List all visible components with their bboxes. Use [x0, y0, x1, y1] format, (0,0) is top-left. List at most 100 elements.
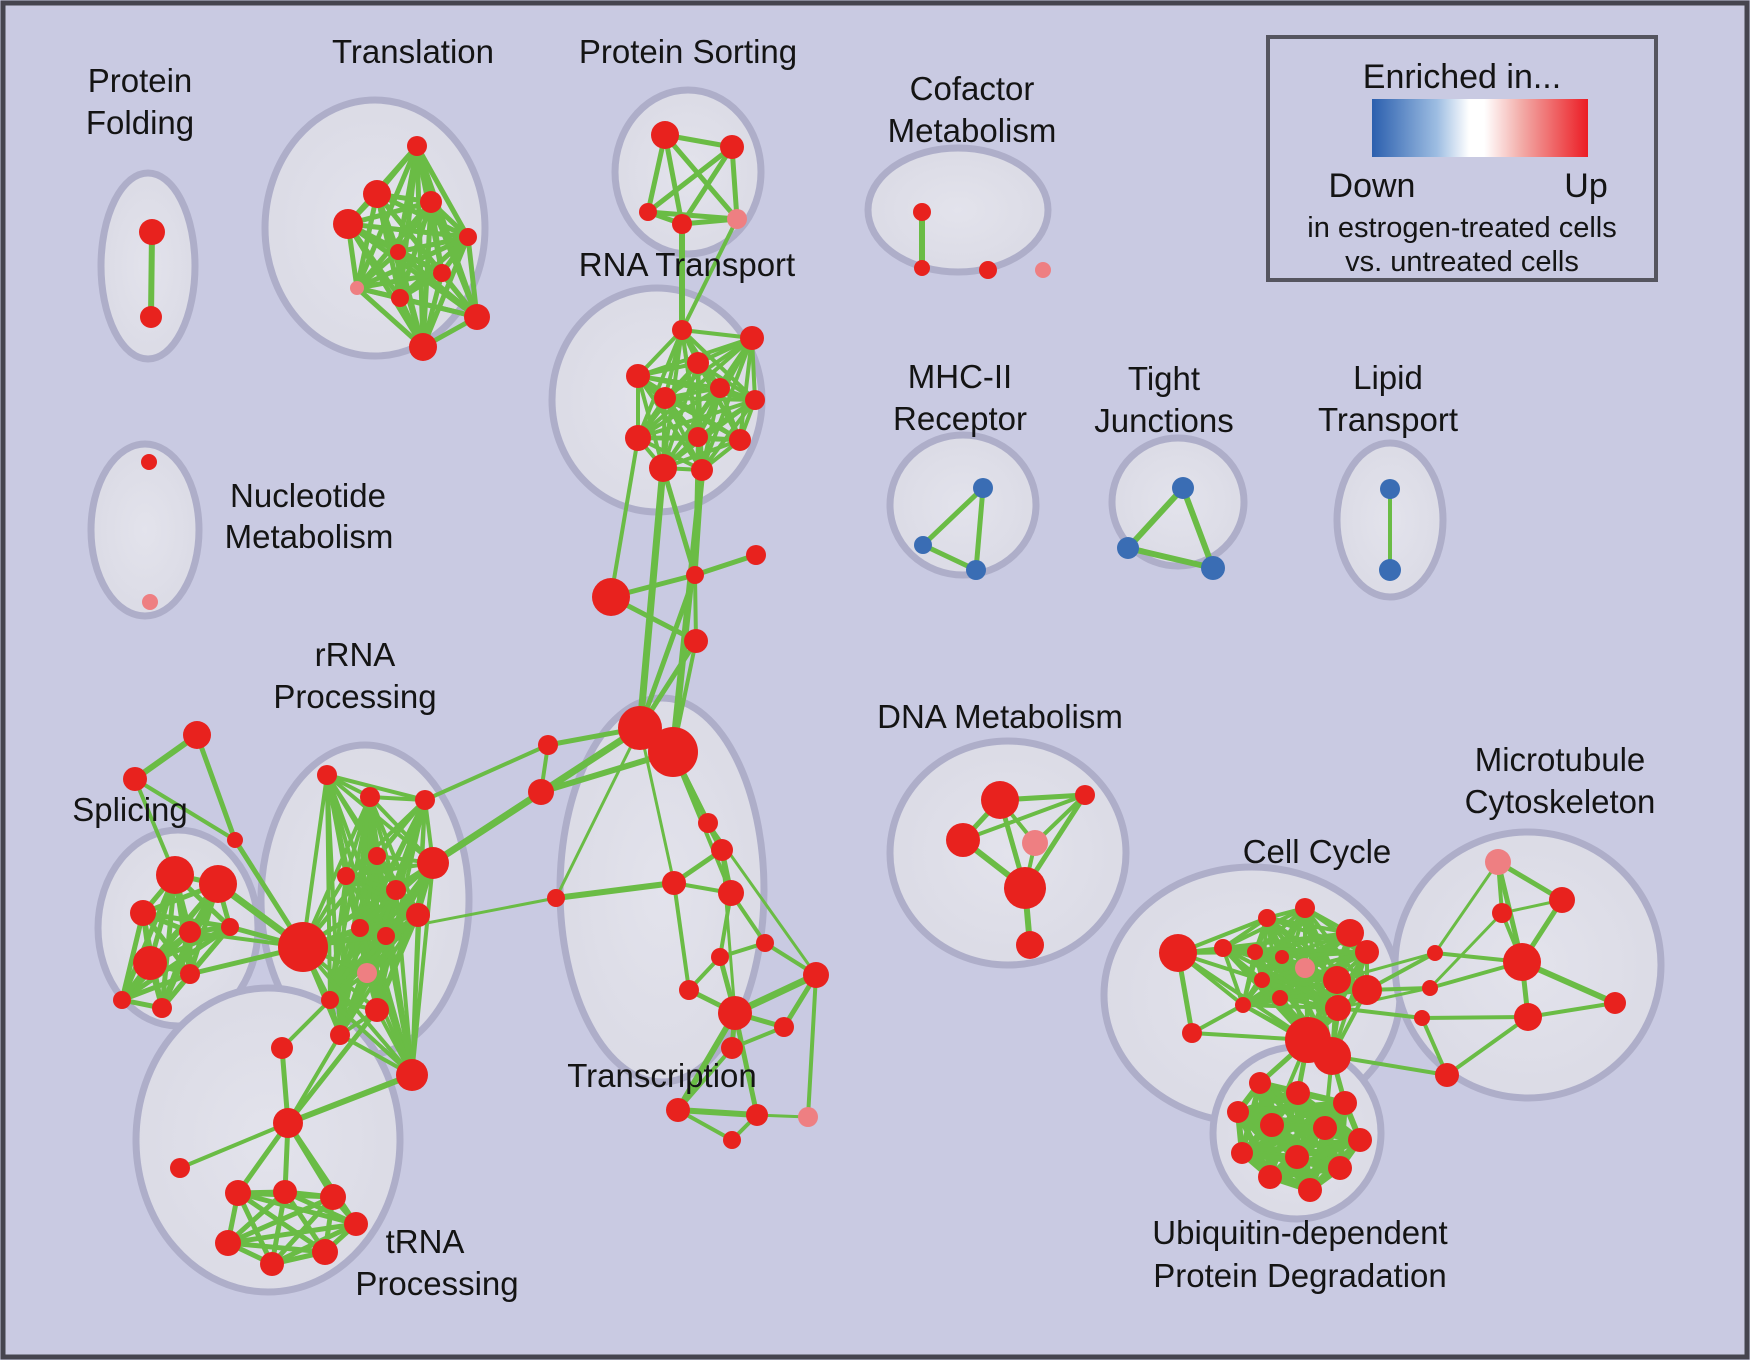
- ubiquitin-degradation-node-1: [1286, 1081, 1310, 1105]
- edge: [636, 464, 667, 732]
- edge: [1180, 485, 1216, 571]
- trna-processing-node-9: [271, 1037, 293, 1059]
- dna-metabolism-node-5: [1016, 931, 1044, 959]
- rrna-processing-node-0: [317, 765, 337, 785]
- microtubule-cytoskeleton-node-7: [1427, 945, 1443, 961]
- rna-transport-node-8: [688, 427, 708, 447]
- edge: [1221, 946, 1369, 954]
- ubiquitin-degradation-node-9: [1328, 1156, 1352, 1180]
- edge: [345, 221, 471, 240]
- trna-processing-node-3: [273, 1180, 297, 1204]
- microtubule-cytoskeleton-node-5: [1604, 992, 1626, 1014]
- rna-transport-node-1: [740, 326, 764, 350]
- protein-folding-ellipse: [97, 169, 199, 363]
- edge: [423, 743, 550, 802]
- trna-processing-label: Processing: [355, 1265, 518, 1302]
- cofactor-metabolism-node-3: [1035, 262, 1051, 278]
- edge: [301, 945, 414, 1077]
- ubiquitin-degradation-node-10: [1258, 1165, 1282, 1189]
- rna-transport-node-2: [626, 364, 650, 388]
- edge: [1433, 860, 1500, 955]
- nucleotide-metabolism-node-0: [141, 454, 157, 470]
- edge: [554, 726, 642, 900]
- edge: [1330, 1054, 1449, 1077]
- legend-caption-line1: in estrogen-treated cells: [1307, 212, 1617, 244]
- edge: [280, 998, 332, 1050]
- rrna-processing-node-13: [365, 998, 389, 1022]
- lipid-transport-label: Transport: [1318, 401, 1458, 438]
- central-chain-node-5: [648, 727, 698, 777]
- splicing-node-8: [152, 998, 172, 1018]
- legend-up-label: Up: [1564, 167, 1607, 205]
- protein-sorting-node-2: [639, 203, 657, 221]
- translation-node-7: [350, 281, 364, 295]
- mhc2-receptor-label: MHC-II: [908, 358, 1012, 395]
- lipid-transport-node-0: [1380, 479, 1400, 499]
- transcription-node-9: [774, 1017, 794, 1037]
- edge: [672, 881, 691, 992]
- edge: [662, 132, 685, 227]
- splicing-node-7: [113, 991, 131, 1009]
- cell-cycle-node-6: [1247, 944, 1263, 960]
- microtubule-cytoskeleton-label: Microtubule: [1475, 741, 1646, 778]
- edge: [375, 913, 420, 1012]
- central-chain-node-0: [686, 566, 704, 584]
- dna-metabolism-node-3: [1022, 830, 1048, 856]
- protein-sorting-label: Protein Sorting: [579, 33, 797, 70]
- edge: [119, 924, 233, 1003]
- edge: [700, 398, 757, 472]
- microtubule-cytoskeleton-label: Cytoskeleton: [1465, 783, 1656, 820]
- edge: [285, 1120, 359, 1227]
- edge: [636, 398, 757, 440]
- cell-cycle-node-17: [1214, 939, 1232, 957]
- microtubule-cytoskeleton-node-8: [1422, 980, 1438, 996]
- central-chain-node-2: [592, 578, 630, 616]
- splicing-node-6: [180, 964, 200, 984]
- edge: [148, 229, 155, 320]
- trna-processing-node-4: [320, 1184, 346, 1210]
- translation-node-10: [409, 333, 437, 361]
- edge: [178, 1121, 290, 1170]
- rna-transport-node-4: [654, 387, 676, 409]
- microtubule-cytoskeleton-node-3: [1503, 943, 1541, 981]
- tight-junctions-label: Junctions: [1094, 402, 1233, 439]
- edge: [140, 910, 233, 930]
- legend-gradient-bar: [1372, 99, 1588, 157]
- protein-sorting-node-4: [727, 209, 747, 229]
- edge: [732, 1010, 760, 1118]
- nucleotide-metabolism-label: Nucleotide: [230, 477, 386, 514]
- edge: [225, 1194, 336, 1246]
- tight-junctions-node-2: [1201, 556, 1225, 580]
- rna-transport-label: RNA Transport: [579, 246, 795, 283]
- central-chain-node-3: [684, 629, 708, 653]
- edge: [1526, 1001, 1617, 1019]
- ubiquitin-degradation-node-2: [1333, 1091, 1357, 1115]
- rrna-processing-node-10: [278, 922, 328, 972]
- transcription-node-13: [798, 1107, 818, 1127]
- edge: [609, 436, 640, 599]
- edge: [194, 732, 238, 843]
- splicing-triangle-node-0: [183, 721, 211, 749]
- cell-cycle-node-13: [1352, 975, 1382, 1005]
- edge: [225, 1240, 328, 1255]
- edge: [675, 1010, 738, 1113]
- legend-down-label: Down: [1329, 167, 1416, 205]
- dna-metabolism-node-4: [1004, 867, 1046, 909]
- edge: [354, 249, 401, 291]
- trna-processing-node-6: [260, 1252, 284, 1276]
- transcription-node-4: [711, 948, 729, 966]
- transcription-node-2: [662, 871, 686, 895]
- edge: [328, 913, 420, 1002]
- trna-processing-node-1: [170, 1158, 190, 1178]
- protein-folding-node-1: [140, 306, 162, 328]
- transcription-label: Transcription: [567, 1057, 757, 1094]
- cofactor-metabolism-node-1: [914, 260, 930, 276]
- ubiquitin-degradation-node-7: [1231, 1142, 1253, 1164]
- rrna-processing-node-8: [377, 927, 395, 945]
- protein-sorting-node-0: [651, 121, 679, 149]
- edge: [1221, 931, 1352, 950]
- transcription-node-5: [756, 934, 774, 952]
- ubiquitin-degradation-node-11: [1298, 1178, 1322, 1202]
